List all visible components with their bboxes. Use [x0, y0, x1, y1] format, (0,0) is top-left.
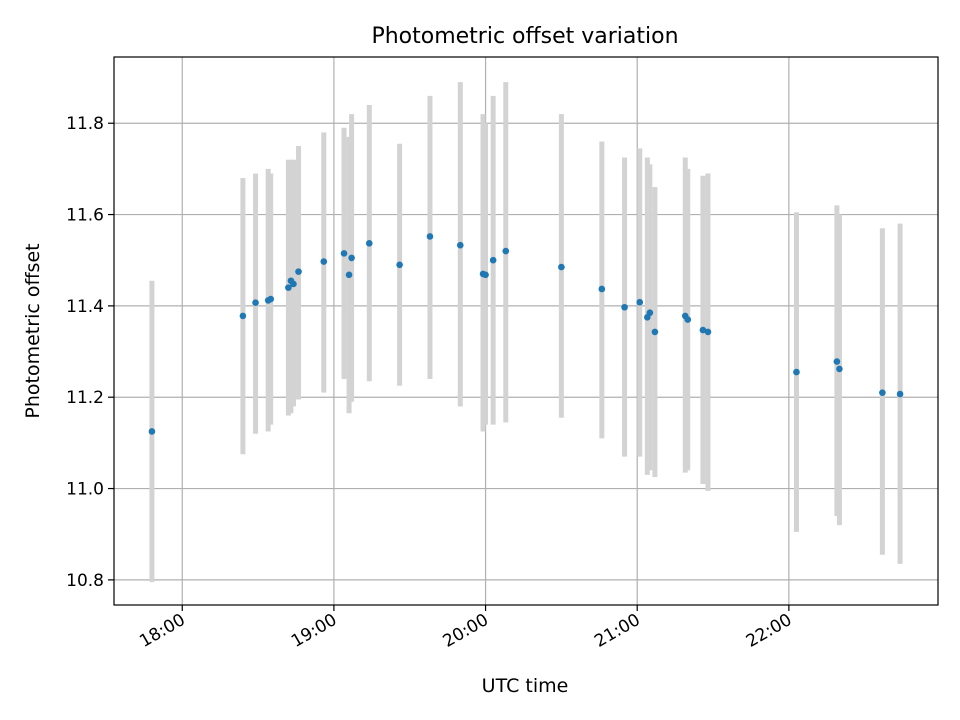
data-point [646, 309, 654, 317]
y-tick-label: 10.8 [66, 571, 104, 591]
data-point [426, 233, 434, 240]
x-tick-label: 21:00 [591, 610, 643, 652]
data-point [704, 328, 712, 336]
data-point [793, 368, 800, 376]
y-axis-ticks: 10.8 11.0 11.2 11.4 11.6 11.8 [66, 114, 114, 591]
data-point [699, 326, 707, 334]
data-point [348, 254, 355, 262]
x-tick-label: 20:00 [440, 610, 492, 652]
data-point [482, 271, 489, 279]
data-point [558, 263, 565, 271]
grid [114, 57, 938, 605]
data-point [285, 284, 292, 291]
chart-title: Photometric offset variation [371, 24, 678, 49]
data-point [252, 299, 259, 306]
data-point [345, 271, 353, 279]
data-point [896, 390, 904, 398]
data-point [267, 295, 275, 303]
plot-frame [113, 56, 939, 606]
y-axis-label: Photometric offset [22, 243, 44, 418]
data-point [239, 312, 247, 320]
x-tick-label: 22:00 [743, 610, 795, 652]
data-point [651, 328, 659, 336]
data-point [340, 250, 348, 257]
x-axis-label: UTC time [482, 675, 569, 697]
data-point [456, 241, 464, 249]
x-tick-label: 19:00 [288, 610, 340, 652]
data-point [148, 428, 156, 435]
x-axis-ticks: 18:00 19:00 20:00 21:00 22:00 [136, 605, 795, 652]
y-tick-label: 11.8 [66, 114, 104, 134]
data-point [502, 247, 510, 255]
data-point [489, 256, 497, 264]
data-point [684, 316, 692, 323]
data-point [365, 240, 373, 247]
y-tick-label: 11.0 [66, 480, 104, 500]
data-point [295, 268, 302, 275]
error-bars [149, 82, 903, 583]
data-point [598, 285, 606, 293]
data-point [833, 358, 841, 365]
data-point [636, 298, 644, 306]
y-tick-label: 11.2 [66, 388, 104, 408]
data-points [148, 233, 904, 435]
x-tick-label: 18:00 [136, 610, 188, 652]
data-point [621, 303, 628, 311]
y-tick-label: 11.4 [66, 297, 104, 317]
data-point [290, 280, 297, 288]
y-tick-label: 11.6 [66, 206, 104, 226]
data-point [320, 258, 328, 265]
data-point [879, 389, 886, 396]
data-point [396, 261, 403, 269]
data-point [836, 365, 843, 373]
